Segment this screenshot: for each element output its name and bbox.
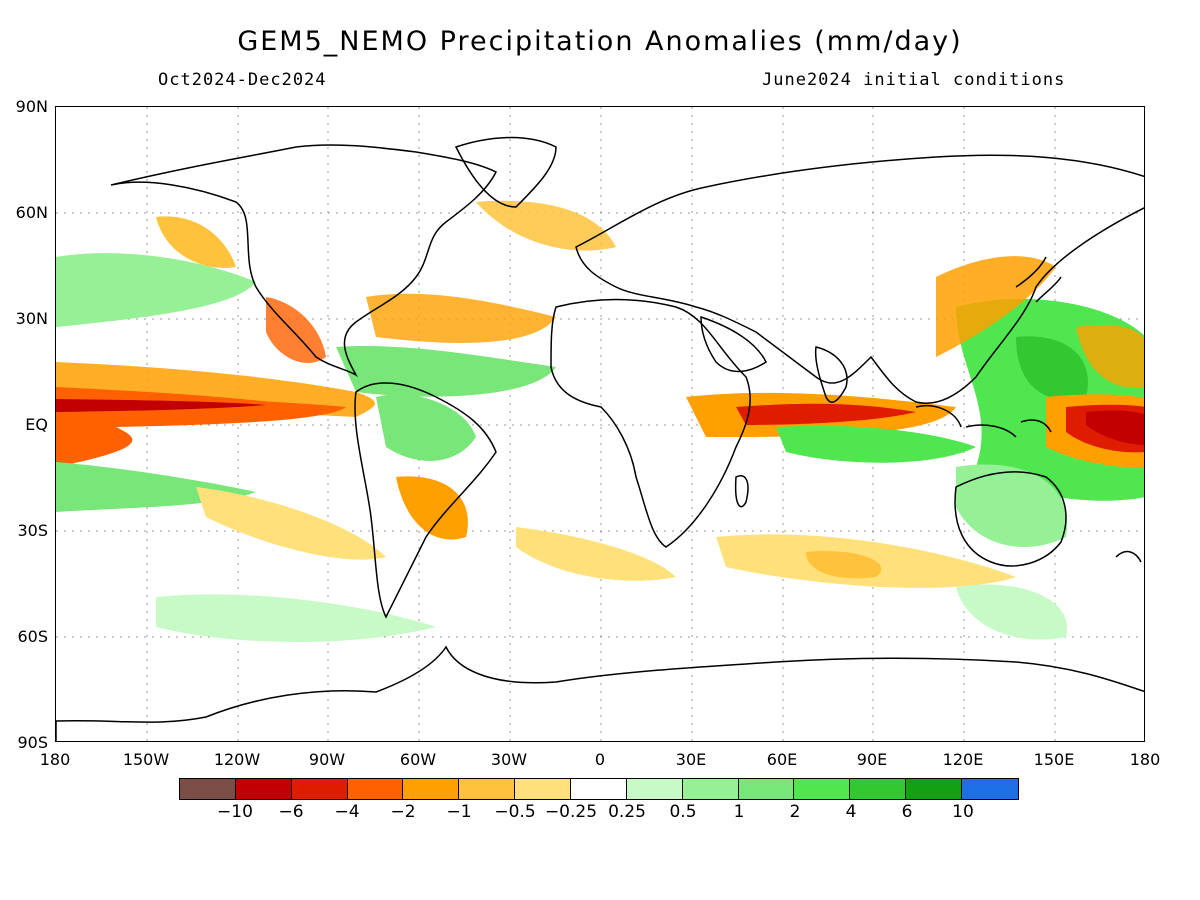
lat-label-60n: 60N [15,203,48,222]
colorbar-box [235,779,292,799]
lon-label-90w: 90W [308,750,346,769]
wet-region-west-pacific-core [1016,336,1088,400]
wet-region-north-pacific [56,253,256,327]
colorbar-label: −4 [334,802,360,822]
colorbar-box [403,779,460,799]
coast-eurasia [575,154,1144,404]
colorbar-box [291,779,348,799]
colorbar-box [794,779,851,799]
colorbar-box [850,779,907,799]
lon-label-0: 0 [594,750,606,769]
coast-australia [954,471,1067,567]
colorbar-box [738,779,795,799]
colorbar [179,778,1019,800]
coast-antarctica [56,645,1144,741]
colorbar-box [459,779,516,799]
lon-label-60e: 60E [766,750,798,769]
colorbar-box [347,779,404,799]
coast-new-zealand [1115,550,1142,563]
wet-region-southern-ocean-east [956,584,1068,640]
coast-indonesia [915,405,1052,438]
lon-label-30e: 30E [675,750,707,769]
world-map [56,107,1144,741]
colorbar-box [906,779,963,799]
dry-region-south-pacific [196,487,386,560]
colorbar-label: 0.5 [669,802,697,822]
lon-label-60w: 60W [399,750,437,769]
colorbar-label: 2 [789,802,801,822]
colorbar-label: 10 [952,802,974,822]
coast-south-america [354,382,497,619]
coast-north-america [110,144,498,378]
colorbar-box [180,779,236,799]
wet-region-australia [956,464,1068,547]
coastlines [56,136,1144,741]
coast-japan [1015,256,1062,303]
lon-label-180e: 180 [1129,750,1161,769]
dry-region-nw-pacific [936,256,1056,357]
coast-africa [550,298,751,548]
forecast-period: Oct2024-Dec2024 [158,70,327,90]
graticule [56,107,1144,741]
wet-region-southern-ocean [156,594,436,642]
colorbar-box [962,779,1018,799]
dry-region-north-atlantic [476,200,616,251]
lon-label-90e: 90E [856,750,888,769]
dry-region-north-pacific [156,216,236,268]
colorbar-label: −2 [390,802,416,822]
lon-label-30w: 30W [490,750,528,769]
lat-label-60s: 60S [17,627,48,646]
colorbar-box [571,779,627,799]
dry-region-south-america [396,476,468,540]
coast-greenland [454,136,557,208]
dry-region-atlantic [366,293,556,343]
colorbar-box [515,779,572,799]
dry-region-gulf-mexico [266,297,326,363]
dry-region-south-indian-core [806,551,882,579]
dry-region-indian-ocean-core [736,403,916,425]
coast-arabia [700,315,767,373]
colorbar-label: −0.25 [544,802,598,822]
lon-label-120w: 120W [213,750,261,769]
lat-label-30s: 30S [17,521,48,540]
colorbar-label: 6 [901,802,913,822]
dry-region-south-atlantic [516,527,676,581]
colorbar-label: 1 [733,802,745,822]
lon-label-180w: 180 [39,750,71,769]
coast-madagascar [734,475,749,508]
colorbar-label: −10 [217,802,253,822]
colorbar-box [626,779,683,799]
colorbar-label: 4 [845,802,857,822]
dry-region-ne-pacific [1076,325,1144,388]
anomaly-fields [56,200,1144,642]
colorbar-label: −1 [446,802,472,822]
lat-label-90s: 90S [17,733,48,752]
colorbar-box [682,779,739,799]
wet-region-south-indian [776,425,976,463]
lat-label-90n: 90N [15,97,48,116]
colorbar-label: −0.5 [494,802,536,822]
wet-region-south-america [376,394,476,461]
colorbar-label: −6 [278,802,304,822]
lon-label-120e: 120E [942,750,984,769]
initial-conditions: June2024 initial conditions [762,70,1066,90]
colorbar-label: 0.25 [608,802,646,822]
chart-title: GEM5_NEMO Precipitation Anomalies (mm/da… [237,26,963,57]
map-frame [55,106,1145,742]
lon-label-150e: 150E [1033,750,1075,769]
lon-label-150w: 150W [122,750,170,769]
dry-region-west-pacific-max [1086,410,1144,445]
coast-india [814,346,848,403]
lat-label-30n: 30N [15,309,48,328]
dry-region-pacific-equator-core [56,399,266,412]
wet-region-atlantic [336,346,556,397]
lat-label-eq: EQ [25,415,48,434]
